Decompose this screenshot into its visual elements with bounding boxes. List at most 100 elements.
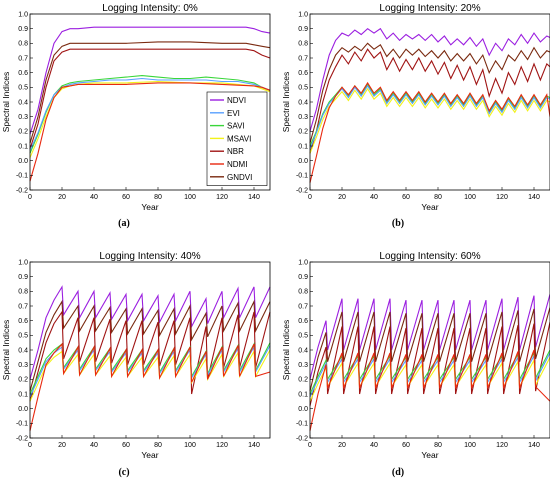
x-tick-label: 40 [370, 442, 378, 449]
y-tick-label: 0.0 [18, 406, 28, 413]
series-line-gndvi [309, 307, 550, 392]
y-axis-label: Spectral Indices [1, 72, 11, 132]
x-tick-label: 80 [434, 442, 442, 449]
x-tick-label: 140 [248, 194, 260, 201]
x-tick-label: 80 [154, 442, 162, 449]
y-tick-label: 0.8 [298, 41, 308, 48]
y-tick-label: 1.0 [18, 259, 28, 266]
series-line-ndvi [29, 26, 271, 135]
y-tick-label: 0.6 [18, 318, 28, 325]
x-tick-label: 40 [90, 442, 98, 449]
series-line-evi [29, 77, 271, 151]
y-tick-label: -0.2 [16, 187, 28, 194]
y-tick-label: 0.7 [18, 55, 28, 62]
series-line-nbr [309, 321, 550, 406]
panel-label: (c) [118, 467, 129, 478]
y-tick-label: 0.0 [18, 158, 28, 165]
y-tick-label: 0.8 [18, 289, 28, 296]
y-axis-label: Spectral Indices [281, 72, 291, 132]
y-tick-label: 0.3 [18, 114, 28, 121]
y-tick-label: 0.5 [18, 85, 28, 92]
x-axis-label: Year [141, 450, 158, 460]
y-tick-label: 0.1 [298, 143, 308, 150]
y-tick-label: 0.9 [18, 26, 28, 33]
x-tick-label: 60 [122, 194, 130, 201]
x-tick-label: 40 [90, 194, 98, 201]
y-tick-label: -0.2 [16, 435, 28, 442]
panel-label: (b) [392, 218, 404, 229]
series-line-nbr [29, 48, 271, 150]
plot-frame [29, 261, 271, 439]
x-tick-label: 80 [434, 194, 442, 201]
chart-panel-1: Logging Intensity: 0% -0.2 -0.1 0.0 0.1 0.2 0.… [1, 3, 271, 229]
y-tick-label: 0.4 [18, 99, 28, 106]
legend-entry-nbr: NBR [227, 147, 244, 156]
y-tick-label: -0.1 [296, 173, 308, 180]
y-tick-label: 0.9 [18, 274, 28, 281]
y-tick-label: 0.2 [298, 129, 308, 136]
x-tick-label: 120 [216, 442, 228, 449]
y-tick-label: 0.1 [18, 391, 28, 398]
y-tick-label: 0.4 [298, 347, 308, 354]
x-tick-label: 120 [216, 194, 228, 201]
series-line-msavi [309, 87, 550, 154]
y-tick-label: 0.5 [298, 333, 308, 340]
x-tick-label: 0 [28, 194, 32, 201]
chart-title: Logging Intensity: 40% [99, 251, 200, 262]
x-axis-label: Year [421, 450, 438, 460]
y-axis-label: Spectral Indices [1, 320, 11, 380]
series-line-ndvi [29, 285, 271, 380]
y-tick-label: 0.2 [18, 377, 28, 384]
y-tick-label: 0.8 [298, 289, 308, 296]
legend-entry-evi: EVI [227, 109, 240, 118]
x-tick-label: 40 [370, 194, 378, 201]
series-line-gndvi [29, 41, 271, 144]
series-line-msavi [29, 349, 271, 402]
y-tick-label: -0.1 [16, 421, 28, 428]
y-tick-label: 0.3 [298, 362, 308, 369]
x-tick-label: 100 [184, 442, 196, 449]
x-tick-label: 20 [58, 194, 66, 201]
x-tick-label: 0 [28, 442, 32, 449]
y-tick-label: -0.1 [16, 173, 28, 180]
y-tick-label: 0.6 [18, 70, 28, 77]
chart-title: Logging Intensity: 0% [102, 3, 198, 14]
y-axis-label: Spectral Indices [281, 320, 291, 380]
y-tick-label: 0.5 [298, 85, 308, 92]
y-tick-label: 0.7 [298, 55, 308, 62]
legend-entry-gndvi: GNDVI [227, 173, 252, 182]
x-tick-label: 100 [464, 442, 476, 449]
x-tick-label: 140 [528, 442, 540, 449]
x-tick-label: 0 [308, 442, 312, 449]
x-axis-label: Year [421, 202, 438, 212]
y-tick-label: 0.4 [18, 347, 28, 354]
y-tick-label: 0.6 [298, 318, 308, 325]
series-line-ndvi [309, 27, 550, 132]
y-tick-label: 0.9 [298, 274, 308, 281]
x-tick-label: 20 [338, 442, 346, 449]
y-tick-label: -0.2 [296, 435, 308, 442]
y-tick-label: 1.0 [18, 11, 28, 18]
panel-label: (a) [118, 218, 130, 229]
x-tick-label: 60 [122, 442, 130, 449]
y-tick-label: 0.2 [18, 129, 28, 136]
y-tick-label: 0.3 [18, 362, 28, 369]
y-tick-label: 0.1 [298, 391, 308, 398]
x-tick-label: 20 [58, 442, 66, 449]
legend-entry-savi: SAVI [227, 122, 245, 131]
y-tick-label: 0.7 [18, 303, 28, 310]
chart-title: Logging Intensity: 60% [379, 251, 480, 262]
x-tick-label: 120 [496, 442, 508, 449]
x-tick-label: 100 [184, 194, 196, 201]
series-line-evi [309, 84, 550, 150]
x-tick-label: 80 [154, 194, 162, 201]
panel-label: (d) [392, 467, 404, 478]
y-tick-label: 0.9 [298, 26, 308, 33]
y-tick-label: 0.3 [298, 114, 308, 121]
y-tick-label: 0.6 [298, 70, 308, 77]
x-tick-label: 140 [528, 194, 540, 201]
series-line-ndmi [29, 82, 271, 182]
legend: NDVI EVI SAVI MSAVI NBR NDMI GNDVI [206, 91, 268, 186]
chart-panel-4: Logging Intensity: 60% -0.2 -0.1 0.0 0.1 0.2 0… [281, 251, 550, 478]
